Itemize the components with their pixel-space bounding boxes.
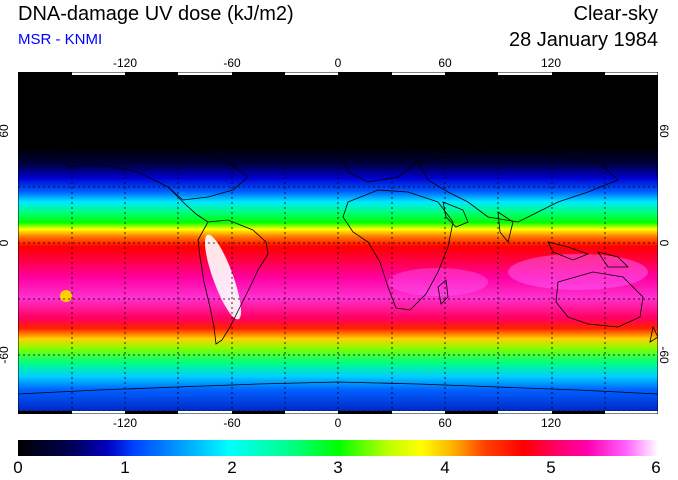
- lon-tick-bottom: -120: [112, 416, 138, 430]
- lon-tick-top: -120: [112, 56, 138, 70]
- colorbar-label: 2: [227, 458, 237, 477]
- sky-condition: Clear-sky: [573, 3, 658, 25]
- colorbar-label: 1: [120, 458, 130, 477]
- africa-high: [388, 268, 488, 296]
- lon-tick-bottom: -60: [223, 416, 241, 430]
- lat-tick-right: 60: [657, 124, 671, 138]
- lon-tick-top: -60: [223, 56, 241, 70]
- uv-dose-map: [18, 72, 658, 414]
- lon-tick-top: 60: [438, 56, 452, 70]
- lon-tick-top: 120: [540, 56, 562, 70]
- map-title: DNA-damage UV dose (kJ/m2): [18, 3, 294, 25]
- colorbar-label: 0: [13, 458, 23, 477]
- map-border: [18, 72, 658, 414]
- pacific-hotspot: [60, 290, 72, 302]
- lon-tick-bottom: 0: [334, 416, 342, 430]
- map-date: 28 January 1984: [508, 29, 658, 51]
- lat-tick-right: -60: [657, 346, 671, 364]
- lat-tick-left: 60: [0, 124, 11, 138]
- colorbar-label: 6: [651, 458, 661, 477]
- lat-tick-left: -60: [0, 346, 11, 364]
- map-canvas: [18, 72, 658, 414]
- data-source: MSR - KNMI: [18, 31, 103, 48]
- colorbar: [18, 440, 658, 456]
- lon-tick-bottom: 120: [540, 416, 562, 430]
- lat-tick-right: 0: [657, 239, 671, 247]
- colorbar-label: 3: [333, 458, 343, 477]
- colorbar-label: 5: [546, 458, 556, 477]
- lat-tick-left: 0: [0, 240, 11, 247]
- colorbar-label: 4: [440, 458, 450, 477]
- maritime-continent-high: [508, 254, 648, 290]
- lon-tick-bottom: 60: [438, 416, 452, 430]
- lon-tick-top: 0: [334, 56, 342, 70]
